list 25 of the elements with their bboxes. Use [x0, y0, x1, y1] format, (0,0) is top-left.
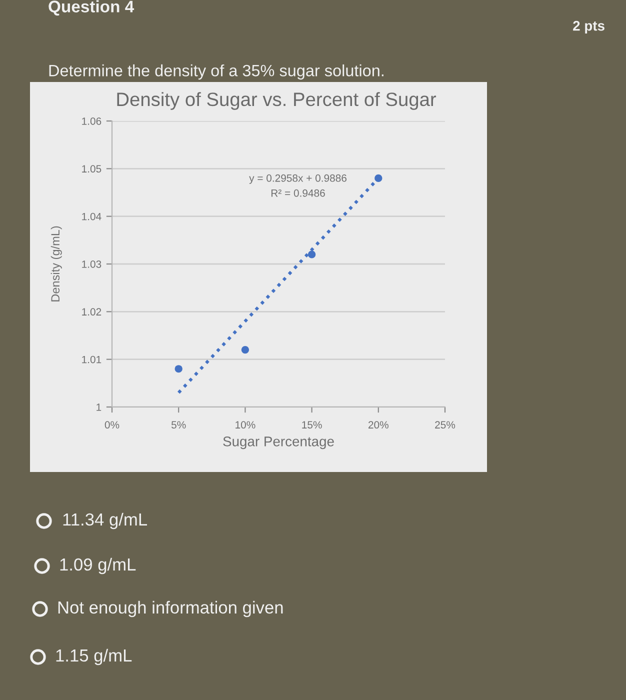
annotation: y = 0.2958x + 0.9886: [249, 174, 346, 184]
text: Determine the density of a 35% sugar solution.: [49, 64, 384, 80]
x-tick-label: 15%: [302, 421, 322, 429]
chart-title: Density of Sugar vs. Percent of Sugar: [117, 92, 436, 110]
text: 1.09 g/mL: [60, 558, 136, 574]
y-tick-label: 1.03: [82, 260, 102, 268]
text: 2 pts: [573, 20, 604, 34]
x-tick-label: 10%: [236, 421, 256, 429]
annotation: R² = 0.9486: [271, 189, 325, 197]
text: Question 4: [48, 0, 134, 16]
text: 1.15 g/mL: [56, 648, 132, 666]
text: 11.34 g/mL: [63, 512, 148, 530]
x-tick-label: 20%: [368, 421, 388, 429]
y-tick-label: 1.05: [82, 165, 102, 173]
x-tick-label: 25%: [435, 421, 456, 429]
x-tick-label: 5%: [171, 421, 186, 429]
text: Not enough information given: [58, 600, 283, 618]
y-tick-label: 1.02: [82, 308, 102, 316]
y-tick-label: 1: [96, 404, 102, 411]
x-tick-label: 0%: [104, 421, 120, 429]
y-tick-label: 1.01: [82, 356, 102, 364]
y-tick-label: 1.06: [82, 118, 102, 125]
y-tick-label: 1.04: [82, 212, 102, 220]
x-axis-title: Sugar Percentage: [223, 436, 334, 450]
y-axis-title: Density (g/mL): [50, 226, 62, 302]
